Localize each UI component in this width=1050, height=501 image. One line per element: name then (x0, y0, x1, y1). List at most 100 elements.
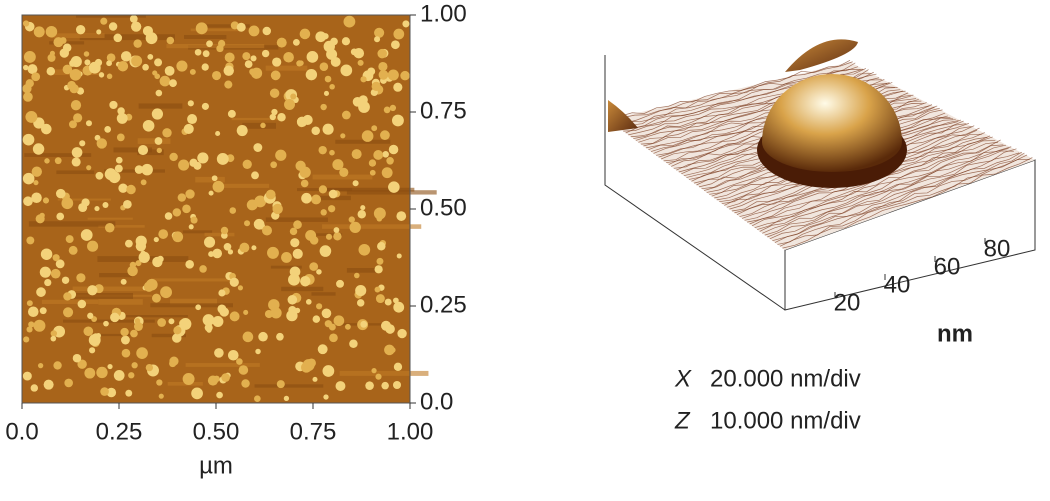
particle (134, 318, 141, 324)
particle (358, 243, 371, 256)
particle (325, 233, 333, 240)
particle (77, 299, 87, 309)
particle (382, 150, 389, 158)
particle (44, 158, 50, 164)
texture-streak (166, 43, 265, 49)
texture-streak (75, 15, 146, 18)
scale-axis: Z (674, 407, 691, 434)
particle (375, 294, 385, 304)
particle (318, 185, 328, 194)
particle (242, 52, 251, 61)
particle (59, 37, 67, 44)
particle (378, 70, 389, 80)
particle (137, 145, 149, 156)
particle (224, 80, 233, 89)
particle (388, 181, 400, 193)
particle (191, 387, 203, 400)
particle (185, 260, 194, 269)
particle (381, 167, 393, 179)
particle (106, 73, 113, 80)
particle (155, 89, 163, 97)
particle (108, 22, 118, 31)
particle (316, 303, 323, 310)
x-tick-label: 60 (934, 253, 961, 280)
particle (272, 203, 283, 215)
particle (31, 166, 42, 177)
particle (275, 149, 287, 161)
particle (360, 205, 366, 211)
particle (53, 361, 62, 370)
particle (75, 25, 86, 35)
particle (376, 215, 383, 222)
texture-streak (185, 363, 260, 367)
texture-streak (113, 147, 153, 153)
particle (402, 20, 410, 28)
particle (224, 52, 235, 63)
particle (383, 106, 391, 114)
scan-line (754, 144, 1004, 229)
y-tick-label: 0.75 (420, 97, 467, 124)
particle (340, 64, 353, 77)
particle (22, 84, 32, 94)
particle (120, 51, 132, 62)
particle (158, 393, 164, 399)
particle (236, 22, 246, 32)
particle (86, 165, 92, 171)
scan-line (774, 152, 1025, 243)
particle (106, 60, 112, 67)
particle (373, 150, 384, 160)
particle (287, 295, 298, 305)
scan-line (772, 151, 1022, 242)
texture-streak (311, 292, 336, 296)
particle (76, 273, 86, 283)
particle (187, 100, 194, 107)
particle (65, 235, 74, 244)
particle (22, 172, 35, 185)
particle (288, 273, 300, 286)
particle (89, 347, 96, 354)
particle (384, 298, 392, 306)
particle (129, 261, 137, 269)
particle (100, 387, 109, 396)
particle (133, 322, 143, 331)
texture-streak (325, 187, 415, 192)
particle (258, 331, 268, 342)
particle (22, 20, 30, 27)
particle (386, 157, 394, 165)
particle (50, 335, 57, 342)
particle (72, 353, 82, 363)
particle (253, 143, 263, 152)
particle (176, 60, 188, 72)
particle (324, 75, 332, 83)
particle (312, 315, 321, 323)
y-tick-label: 0.25 (420, 291, 467, 318)
particle (229, 277, 239, 287)
scan-line (759, 148, 1009, 232)
particle (190, 216, 198, 224)
particle (260, 122, 266, 129)
particle (188, 224, 194, 230)
particle (373, 207, 386, 220)
texture-streak (312, 174, 373, 180)
particle (254, 395, 261, 403)
particle (117, 107, 125, 115)
particle (329, 333, 338, 343)
particle (311, 126, 321, 136)
particle (348, 216, 355, 223)
particle (316, 269, 322, 275)
particle (169, 79, 177, 88)
particle (318, 145, 327, 155)
particle (360, 76, 367, 83)
particle (182, 373, 195, 385)
particle (173, 326, 182, 335)
particle (39, 266, 51, 278)
particle (62, 43, 72, 52)
particle (154, 73, 161, 80)
particle (396, 253, 402, 259)
particle (227, 109, 236, 118)
particle (208, 251, 215, 258)
particle (374, 36, 381, 43)
scan-line (610, 61, 853, 123)
z-axis (604, 55, 786, 311)
particle (63, 307, 74, 318)
